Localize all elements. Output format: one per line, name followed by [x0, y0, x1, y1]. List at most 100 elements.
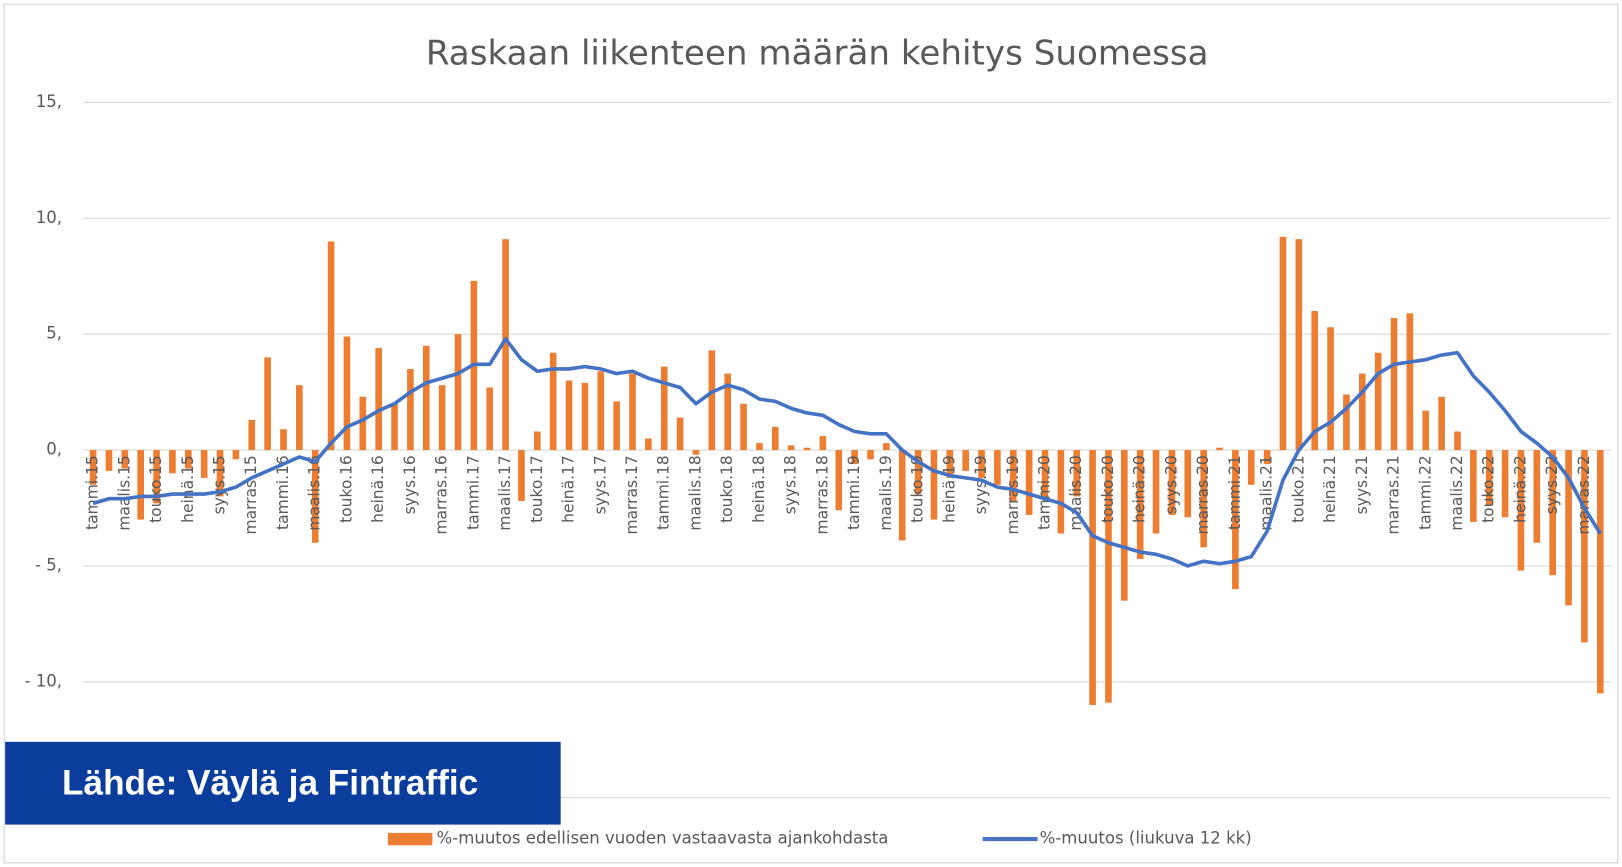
bar — [740, 403, 747, 451]
x-tick-label: maalis.16 — [306, 455, 324, 530]
bar — [1057, 450, 1065, 534]
bar — [1343, 394, 1350, 451]
x-tick-label: syys.21 — [1353, 455, 1371, 514]
bar — [1390, 317, 1398, 451]
bar — [1200, 450, 1207, 548]
bar — [184, 450, 192, 469]
bar — [1232, 450, 1239, 590]
bar — [978, 450, 985, 478]
bar — [835, 450, 843, 511]
bar — [105, 450, 113, 471]
x-tick-label: maalis.17 — [496, 455, 514, 530]
bar — [613, 401, 620, 451]
x-tick-label: syys.19 — [972, 455, 990, 514]
bar — [629, 373, 636, 451]
bar — [676, 417, 684, 451]
bar — [1216, 447, 1223, 451]
bar — [534, 431, 541, 451]
bar — [1168, 450, 1176, 515]
bar — [1581, 450, 1588, 643]
x-tick-label: tammi.17 — [464, 455, 482, 530]
bar — [1136, 450, 1144, 559]
source-text: Lähde: Väylä ja Fintraffic — [62, 764, 478, 803]
bar — [438, 385, 446, 451]
x-tick-label: touko.15 — [147, 455, 165, 523]
x-tick-label: tammi.21 — [1226, 455, 1244, 530]
bar — [771, 426, 779, 451]
x-tick-label: syys.16 — [401, 455, 419, 514]
y-tick-label: 15, — [36, 92, 62, 111]
bar — [248, 419, 256, 451]
x-tick-label: touko.16 — [337, 455, 355, 523]
bar — [1549, 450, 1556, 576]
bar — [660, 366, 668, 451]
x-tick-label: heinä.16 — [369, 455, 387, 523]
bar — [454, 334, 462, 451]
bar — [359, 396, 367, 451]
bar — [1327, 327, 1334, 451]
bar — [724, 373, 732, 451]
x-tick-label: heinä.22 — [1511, 455, 1529, 523]
x-tick-label: syys.18 — [782, 455, 800, 514]
y-tick-label: 0, — [46, 440, 62, 459]
bar — [581, 382, 589, 451]
bar — [1105, 450, 1112, 703]
bar — [486, 387, 494, 451]
bar — [264, 357, 271, 451]
bar — [946, 450, 954, 478]
bar — [1374, 352, 1382, 451]
bar — [1422, 410, 1430, 451]
bar — [280, 429, 287, 451]
bar — [1596, 450, 1604, 694]
bar — [375, 348, 382, 451]
bar — [1073, 450, 1081, 497]
bar — [549, 352, 557, 451]
bar — [1263, 450, 1271, 464]
x-tick-label: maalis.18 — [686, 455, 704, 530]
bar — [216, 450, 224, 497]
bar — [756, 443, 763, 451]
x-tick-label: tammi.22 — [1416, 455, 1434, 530]
bar — [1533, 450, 1541, 543]
bar — [1152, 450, 1160, 534]
y-tick-label: - 5, — [35, 555, 62, 574]
x-tick-label: marras.18 — [813, 455, 831, 534]
bar — [994, 450, 1001, 485]
x-tick-label: marras.15 — [242, 455, 260, 534]
bar — [327, 241, 335, 451]
x-tick-label: syys.17 — [591, 455, 609, 514]
x-tick-label: heinä.15 — [179, 455, 197, 523]
bar — [898, 450, 906, 541]
legend-label: %-muutos edellisen vuoden vastaavasta aj… — [437, 829, 889, 848]
x-tick-label: touko.17 — [528, 455, 546, 523]
y-tick-label: - 10, — [25, 671, 63, 690]
y-tick-label: 5, — [46, 324, 62, 343]
bar — [819, 436, 827, 451]
x-tick-label: tammi.19 — [845, 455, 863, 530]
bar — [1517, 450, 1525, 571]
bar — [1565, 450, 1572, 606]
x-tick-label: heinä.19 — [940, 455, 958, 523]
bar — [1438, 396, 1445, 451]
bar — [1406, 313, 1414, 451]
x-tick-label: heinä.17 — [560, 455, 578, 523]
bar — [787, 445, 795, 451]
y-tick-label: 10, — [36, 208, 62, 227]
x-tick-label: maalis.21 — [1258, 455, 1276, 530]
bar — [518, 450, 525, 502]
bar — [391, 403, 398, 451]
x-tick-label: maalis.20 — [1067, 455, 1085, 530]
bar — [962, 450, 969, 471]
bar — [1089, 450, 1096, 705]
x-tick-label: touko.20 — [1099, 455, 1117, 523]
x-tick-label: syys.22 — [1543, 455, 1561, 514]
bar — [1501, 450, 1509, 518]
bar — [692, 450, 700, 455]
line — [92, 337, 1602, 568]
bar — [296, 385, 303, 451]
bar — [597, 371, 605, 451]
bar — [1041, 450, 1049, 497]
legend-swatch — [387, 832, 433, 846]
bar — [1454, 431, 1461, 451]
bar — [89, 450, 97, 485]
